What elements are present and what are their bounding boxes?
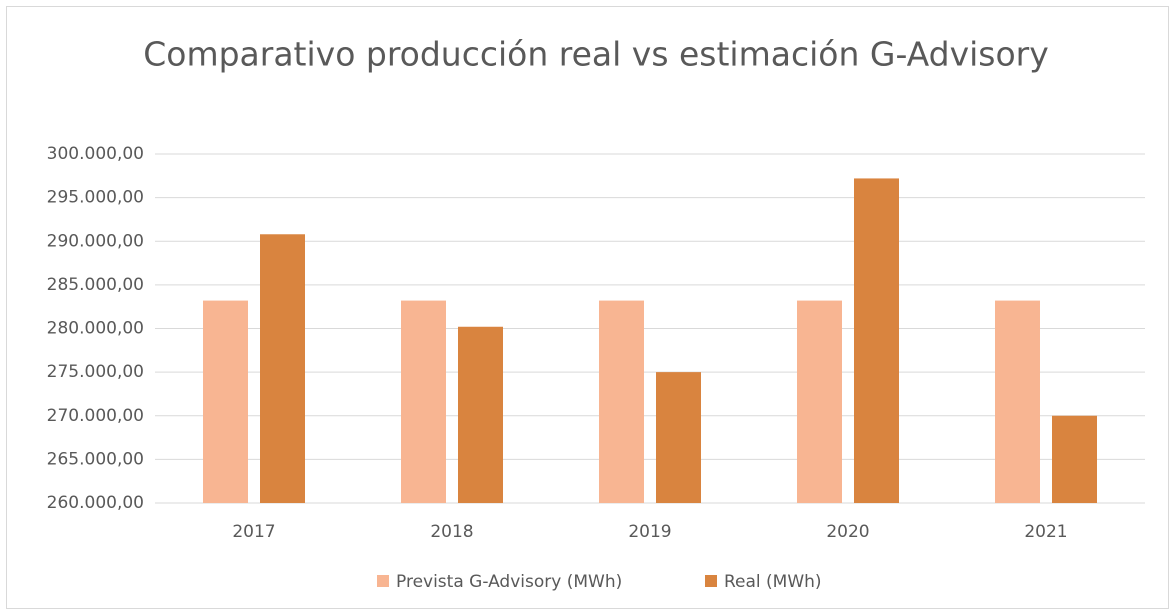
y-tick-label: 285.000,00 <box>47 275 144 295</box>
y-tick-label: 275.000,00 <box>47 362 144 382</box>
x-tick-label: 2021 <box>1024 522 1067 542</box>
y-tick-label: 300.000,00 <box>47 144 144 164</box>
bar <box>1052 415 1097 503</box>
y-tick-label: 280.000,00 <box>47 319 144 339</box>
y-tick-label: 270.000,00 <box>47 406 144 426</box>
bar <box>656 372 701 503</box>
y-tick-label: 290.000,00 <box>47 231 144 251</box>
y-tick-label: 265.000,00 <box>47 449 144 469</box>
bar <box>854 178 899 503</box>
x-tick-label: 2018 <box>430 522 473 542</box>
bar <box>260 234 305 503</box>
x-tick-label: 2019 <box>628 522 671 542</box>
bar <box>797 300 842 503</box>
legend-label: Prevista G-Advisory (MWh) <box>396 572 622 592</box>
legend-swatch <box>705 575 717 587</box>
bar <box>995 300 1040 503</box>
chart-title: Comparativo producción real vs estimació… <box>143 35 1049 74</box>
x-tick-label: 2017 <box>232 522 275 542</box>
legend-label: Real (MWh) <box>724 572 822 592</box>
x-tick-label: 2020 <box>826 522 869 542</box>
bar <box>401 300 446 503</box>
legend-swatch <box>377 575 389 587</box>
bar <box>599 300 644 503</box>
y-tick-label: 295.000,00 <box>47 188 144 208</box>
bar <box>203 300 248 503</box>
y-tick-label: 260.000,00 <box>47 493 144 513</box>
chart-frame <box>6 6 1169 609</box>
bar <box>458 326 503 503</box>
